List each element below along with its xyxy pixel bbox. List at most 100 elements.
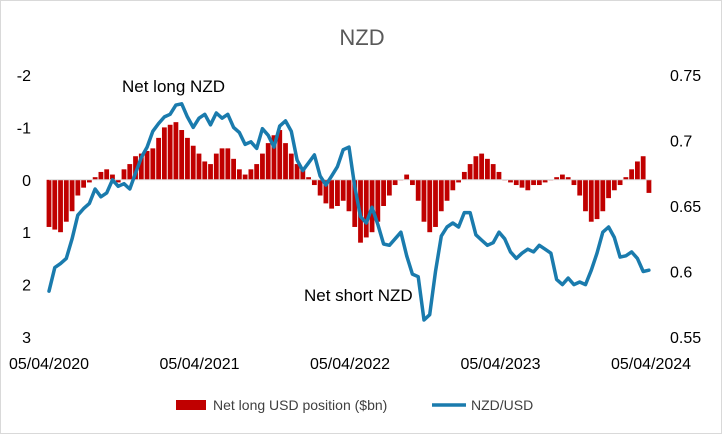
- left-axis: -2 -1 0 1 2 3: [17, 68, 31, 347]
- usd-position-bar: [208, 164, 213, 180]
- usd-position-bar: [254, 164, 260, 180]
- usd-position-bar: [98, 171, 104, 180]
- usd-position-bar: [121, 169, 127, 180]
- usd-position-bar: [508, 179, 513, 183]
- usd-position-bar: [110, 174, 115, 180]
- usd-position-bar: [404, 174, 410, 180]
- usd-position-bar: [410, 179, 415, 186]
- usd-position-bar: [381, 179, 386, 206]
- usd-position-bar: [104, 169, 110, 180]
- usd-position-bar: [58, 179, 63, 233]
- usd-position-bar: [86, 179, 92, 183]
- usd-position-bar: [167, 124, 173, 180]
- usd-position-bar: [421, 179, 427, 222]
- usd-position-bar: [248, 169, 254, 180]
- usd-position-bar: [536, 179, 542, 186]
- usd-position-bar: [190, 145, 196, 180]
- usd-position-bar: [600, 179, 606, 212]
- usd-position-bar: [219, 148, 225, 180]
- right-axis-tick-label: 0.7: [670, 134, 692, 151]
- usd-position-bar: [594, 179, 600, 220]
- usd-position-bar: [185, 137, 190, 180]
- right-axis: 0.75 0.7 0.65 0.6 0.55: [670, 68, 701, 347]
- left-axis-tick-label: 2: [22, 278, 31, 295]
- usd-position-bar: [606, 179, 611, 199]
- usd-position-bar: [438, 179, 444, 212]
- usd-position-bar: [150, 148, 156, 180]
- line-series: [47, 102, 651, 322]
- usd-position-bar: [623, 177, 629, 180]
- chart-title: NZD: [339, 25, 384, 50]
- right-axis-tick-label: 0.75: [670, 68, 701, 85]
- usd-position-bar: [542, 179, 548, 183]
- usd-position-bar: [640, 156, 646, 180]
- usd-position-bar: [611, 179, 617, 191]
- x-axis-tick-label: 05/04/2022: [310, 356, 390, 373]
- usd-position-bar: [346, 179, 352, 212]
- usd-position-bar: [329, 179, 335, 209]
- usd-position-bar: [271, 135, 277, 180]
- usd-position-bar: [577, 179, 583, 196]
- usd-position-bar: [63, 179, 69, 222]
- usd-position-bar: [571, 179, 577, 186]
- usd-position-bar: [461, 171, 467, 180]
- x-axis: 05/04/2020 05/04/2021 05/04/2022 05/04/2023…: [9, 356, 691, 373]
- usd-position-bar: [242, 174, 248, 180]
- x-axis-tick-label: 05/04/2021: [159, 356, 239, 373]
- usd-position-bar: [485, 158, 490, 180]
- usd-position-bar: [283, 143, 288, 180]
- usd-position-bar: [161, 127, 167, 180]
- usd-position-bar: [306, 177, 311, 180]
- usd-position-bar: [525, 179, 531, 191]
- usd-position-bar: [213, 153, 219, 180]
- usd-position-bar: [196, 153, 202, 180]
- usd-position-bar: [265, 143, 271, 180]
- usd-position-bar: [560, 174, 565, 180]
- annotation-net-short: Net short NZD: [304, 286, 413, 305]
- usd-position-bar: [583, 179, 588, 212]
- left-axis-tick-label: -2: [17, 68, 31, 85]
- usd-position-bar: [92, 177, 98, 180]
- left-axis-tick-label: 1: [22, 225, 31, 242]
- usd-position-bar: [450, 179, 456, 191]
- usd-position-bar: [69, 179, 75, 212]
- x-axis-tick-label: 05/04/2023: [460, 356, 540, 373]
- legend-label-line: NZD/USD: [471, 397, 533, 413]
- usd-position-bar: [260, 153, 265, 180]
- usd-position-bar: [490, 164, 496, 180]
- left-axis-tick-label: -1: [17, 120, 31, 137]
- usd-position-bar: [352, 179, 358, 227]
- usd-position-bar: [629, 169, 635, 180]
- usd-position-bar: [225, 148, 231, 180]
- usd-position-bar: [415, 179, 421, 201]
- usd-position-bar: [46, 179, 52, 227]
- usd-position-bar: [635, 161, 640, 180]
- usd-position-bar: [554, 177, 560, 180]
- left-axis-tick-label: 3: [22, 330, 31, 347]
- usd-position-bar: [288, 153, 294, 180]
- usd-position-bar: [513, 179, 519, 186]
- x-axis-tick-label: 05/04/2020: [9, 356, 89, 373]
- usd-position-bar: [179, 130, 185, 180]
- x-axis-tick-label: 05/04/2024: [611, 356, 691, 373]
- usd-position-bar: [115, 179, 121, 183]
- usd-position-bar: [133, 156, 138, 180]
- usd-position-bar: [173, 122, 179, 180]
- usd-position-bar: [294, 164, 300, 180]
- usd-position-bar: [317, 179, 323, 196]
- usd-position-bar: [340, 179, 346, 201]
- usd-position-bar: [363, 179, 369, 238]
- usd-position-bar: [433, 179, 438, 227]
- usd-position-bar: [617, 179, 623, 186]
- usd-position-bar: [479, 153, 485, 180]
- usd-position-bar: [127, 164, 133, 180]
- usd-position-bar: [392, 179, 398, 186]
- usd-position-bar: [277, 130, 283, 180]
- usd-position-bar: [375, 179, 381, 222]
- usd-position-bar: [496, 171, 502, 180]
- usd-position-bar: [138, 153, 144, 180]
- usd-position-bar: [156, 137, 162, 180]
- usd-position-bar: [386, 179, 392, 196]
